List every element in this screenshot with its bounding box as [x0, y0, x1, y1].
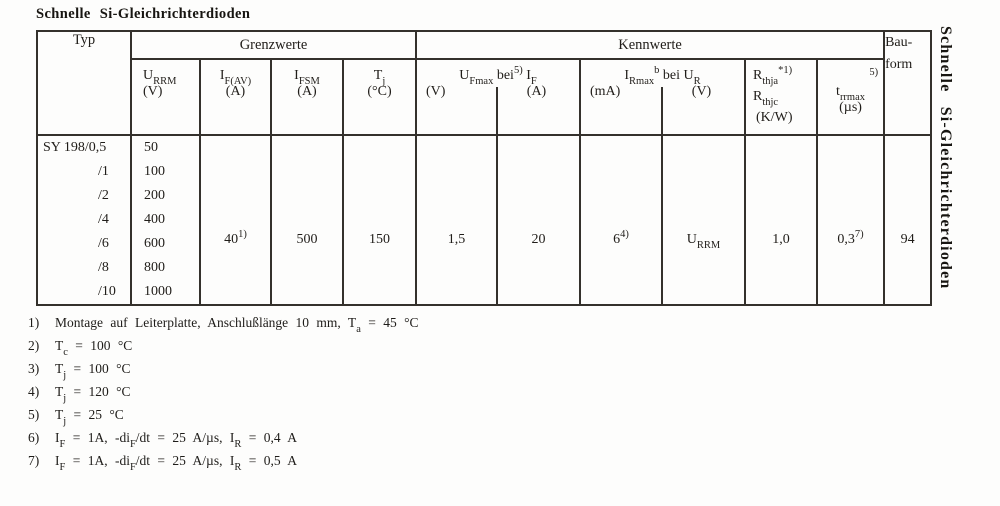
value-cell-rth: 1,0 [744, 134, 818, 306]
footnote-marker: 6) [28, 430, 40, 445]
value-bauform: 94 [900, 232, 915, 247]
header-cell-irmax-ur: IRmaxb bei UR (mA) (V) [579, 58, 746, 136]
symbol-ufmax-bei-if: UFmax bei5) IF [459, 65, 537, 87]
type-designation: /1 [98, 164, 109, 179]
footnote-text: Tj = 25 °C [55, 407, 124, 427]
symbol-ifav: IF(AV) [219, 68, 252, 87]
header-cell-typ: Typ [36, 30, 132, 136]
symbol-tj: Tj [373, 68, 386, 87]
value-ufmax: 1,5 [447, 232, 466, 247]
unit-urrm: (V) [143, 84, 163, 99]
symbol-urrm: URRM [143, 68, 177, 87]
value-cell-irmax: 64) [579, 134, 663, 306]
urrm-value: 1000 [144, 284, 172, 299]
footnote-ref-5: 5) [869, 67, 879, 78]
page-title: Schnelle Si-Gleichrichterdioden [36, 6, 251, 22]
value-irmax: 64) [613, 229, 629, 247]
footnote-line: 7) IF = 1A, -diF/dt = 25 A/µs, IR = 0,5 A [28, 453, 419, 476]
type-designation: /6 [98, 236, 109, 251]
footnote-line: 1) Montage auf Leiterplatte, Anschlußläng… [28, 315, 419, 338]
header-cell-ifsm: IFSM (A) [270, 58, 344, 136]
footnote-line: 6) IF = 1A, -diF/dt = 25 A/µs, IR = 0,4 A [28, 430, 419, 453]
symbol-rthjc: Rthjc [753, 89, 779, 108]
bauform-label-line1: Bau- [885, 35, 913, 50]
footnote-line: 3) Tj = 100 °C [28, 361, 419, 384]
footnote-line: 2) Tc = 100 °C [28, 338, 419, 361]
footnote-text: Tj = 100 °C [55, 361, 131, 381]
header-cell-ufmax-if: UFmax bei5) IF (V) (A) [415, 58, 581, 136]
spec-table: Typ Grenzwerte Kennwerte Bau- form URRM … [36, 30, 933, 306]
header-cell-trr: 5) trrmax (µs) [815, 58, 886, 136]
footnote-text: Tj = 120 °C [55, 384, 131, 404]
footnote-marker: 5) [28, 407, 40, 422]
header-cell-urrm: URRM (V) [130, 58, 201, 136]
value-cell-ifav: 401) [199, 134, 272, 306]
footnote-text: IF = 1A, -diF/dt = 25 A/µs, IR = 0,4 A [55, 430, 297, 450]
urrm-value: 200 [144, 188, 165, 203]
type-designation: /8 [98, 260, 109, 275]
urrm-column-values: 50 100 200 400 600 800 1000 [130, 134, 201, 306]
footnote-text: Tc = 100 °C [55, 338, 133, 358]
type-designation: SY 198/0,5 [43, 140, 107, 155]
symbol-ifsm: IFSM [294, 68, 320, 87]
footnotes: 1) Montage auf Leiterplatte, Anschlußläng… [28, 315, 419, 476]
footnote-text: Montage auf Leiterplatte, Anschlußlänge … [55, 315, 419, 335]
value-tj: 150 [369, 232, 390, 247]
symbol-irmax-bei-ur: IRmaxb bei UR [624, 65, 701, 87]
value-cell-bauform: 94 [883, 134, 933, 306]
footnote-line: 4) Tj = 120 °C [28, 384, 419, 407]
value-trr: 0,37) [837, 229, 864, 247]
value-rth: 1,0 [772, 232, 790, 247]
page-edge-label: Schnelle Si-Gleichrichterdioden [937, 26, 954, 290]
header-group-grenzwerte: Grenzwerte [130, 30, 417, 60]
unit-ufmax: (V) [426, 84, 446, 99]
header-cell-ifav: IF(AV) (A) [199, 58, 272, 136]
urrm-value: 800 [144, 260, 165, 275]
value-ifav: 401) [224, 229, 247, 247]
header-cell-rth: Rthja*1) Rthjc (K/W) [744, 58, 818, 136]
header-cell-bauform: Bau- form [883, 30, 933, 136]
header-cell-tj: Tj (°C) [342, 58, 417, 136]
value-cell-ufmax: 1,5 [415, 134, 498, 306]
footnote-line: 5) Tj = 25 °C [28, 407, 419, 430]
value-cell-ifsm: 500 [270, 134, 344, 306]
type-designation: /10 [98, 284, 116, 299]
partial-column-divider [496, 87, 498, 133]
footnote-marker: 4) [28, 384, 40, 399]
unit-ifav: (A) [225, 84, 246, 99]
bauform-label-line2: form [885, 57, 913, 72]
footnote-marker: 7) [28, 453, 40, 468]
type-designation: /2 [98, 188, 109, 203]
unit-rth: (K/W) [756, 110, 793, 125]
footnote-text: IF = 1A, -diF/dt = 25 A/µs, IR = 0,5 A [55, 453, 297, 473]
unit-irmax: (mA) [590, 84, 621, 99]
value-cell-ur: URRM [661, 134, 746, 306]
symbol-rthja: Rthja*1) [753, 65, 793, 87]
footnote-marker: 3) [28, 361, 40, 376]
value-cell-if: 20 [496, 134, 581, 306]
unit-tj: (°C) [367, 84, 392, 99]
value-ur: URRM [686, 232, 721, 251]
unit-ur: (V) [691, 84, 712, 99]
urrm-value: 400 [144, 212, 165, 227]
urrm-value: 50 [144, 140, 158, 155]
unit-ifsm: (A) [297, 84, 317, 99]
urrm-value: 600 [144, 236, 165, 251]
type-designation: /4 [98, 212, 109, 227]
partial-column-divider [661, 87, 663, 133]
value-ifsm: 500 [296, 232, 318, 247]
value-if: 20 [531, 232, 546, 247]
typ-column-values: SY 198/0,5/1/2/4/6/8/10 [36, 134, 132, 306]
urrm-value: 100 [144, 164, 165, 179]
footnote-marker: 2) [28, 338, 40, 353]
unit-trr: (µs) [839, 99, 862, 115]
header-group-kennwerte: Kennwerte [414, 30, 886, 60]
unit-if: (A) [526, 84, 547, 99]
value-cell-tj: 150 [342, 134, 417, 306]
footnote-marker: 1) [28, 315, 40, 330]
symbol-trrmax: trrmax [836, 83, 866, 103]
value-cell-trr: 0,37) [815, 134, 886, 306]
